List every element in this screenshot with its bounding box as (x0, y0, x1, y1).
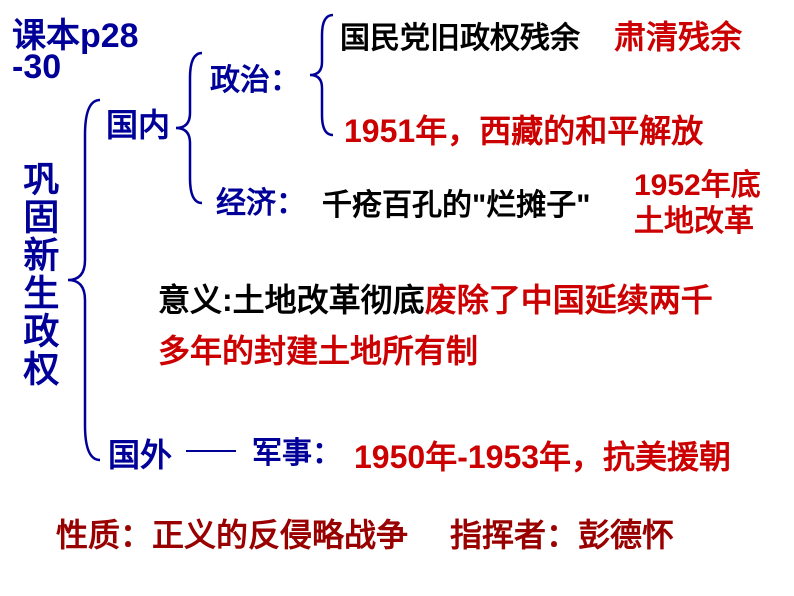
commander-name: 彭德怀 (578, 517, 674, 553)
politics-label: 政治： (210, 55, 300, 99)
military-label: 军事： (252, 428, 342, 472)
economy-label: 经济： (216, 178, 306, 222)
significance-label: 意义: (158, 282, 233, 318)
brace-domestic (170, 48, 210, 208)
politics-item2: 1951年，西藏的和平解放 (344, 106, 703, 152)
brace-politics (305, 10, 340, 140)
commander-line: 指挥者：彭德怀 (450, 510, 674, 556)
politics-item1-red: 肃清残余 (614, 12, 742, 58)
economy-reform: 土地改革 (634, 196, 754, 240)
nature-content: 正义的反侵略战争 (152, 517, 408, 553)
nature-label: 性质： (56, 517, 152, 553)
branch-foreign: 国外 (108, 430, 172, 476)
significance-red1: 废除了中国延续两千 (425, 282, 713, 318)
header-line2: -30 (12, 48, 61, 87)
significance-black: 土地改革彻底 (233, 282, 425, 318)
root-title: 巩固新生政权 (18, 160, 59, 388)
economy-desc: 千疮百孔的"烂摊子" (322, 180, 590, 224)
foreign-connector (186, 450, 236, 452)
significance-line1: 意义:土地改革彻底废除了中国延续两千 (158, 275, 713, 321)
nature-line: 性质：正义的反侵略战争 (56, 510, 408, 556)
branch-domestic: 国内 (106, 100, 170, 146)
brace-main (60, 95, 110, 465)
significance-line2: 多年的封建土地所有制 (158, 326, 478, 372)
military-content: 1950年-1953年，抗美援朝 (354, 432, 731, 478)
commander-label: 指挥者： (450, 517, 578, 553)
politics-item1-black: 国民党旧政权残余 (340, 13, 580, 57)
